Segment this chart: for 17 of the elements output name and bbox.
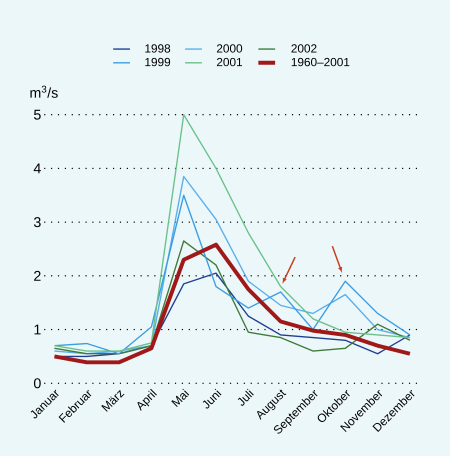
legend-label: 2000 xyxy=(216,44,242,53)
legend-label: 1999 xyxy=(145,58,170,66)
x-tick-label: Mai xyxy=(171,388,189,407)
legend-label: 2002 xyxy=(291,44,316,53)
x-tick-label: Juni xyxy=(202,388,222,409)
x-tick-label: Juli xyxy=(238,388,254,406)
y-tick-label: 1 xyxy=(34,324,40,334)
legend-label: 1960–2001 xyxy=(292,58,350,66)
y-tick-label: 4 xyxy=(34,164,41,174)
y-tick-label: 2 xyxy=(34,270,40,281)
y-tick-label: 0 xyxy=(34,378,41,388)
legend-label: 1998 xyxy=(145,44,170,53)
y-tick-label: 5 xyxy=(34,110,40,120)
y-tick-label: 3 xyxy=(34,217,40,228)
legend-label: 2001 xyxy=(216,58,242,66)
line-series xyxy=(54,114,410,352)
y-axis-title: m$^{3}$/s xyxy=(30,86,58,98)
